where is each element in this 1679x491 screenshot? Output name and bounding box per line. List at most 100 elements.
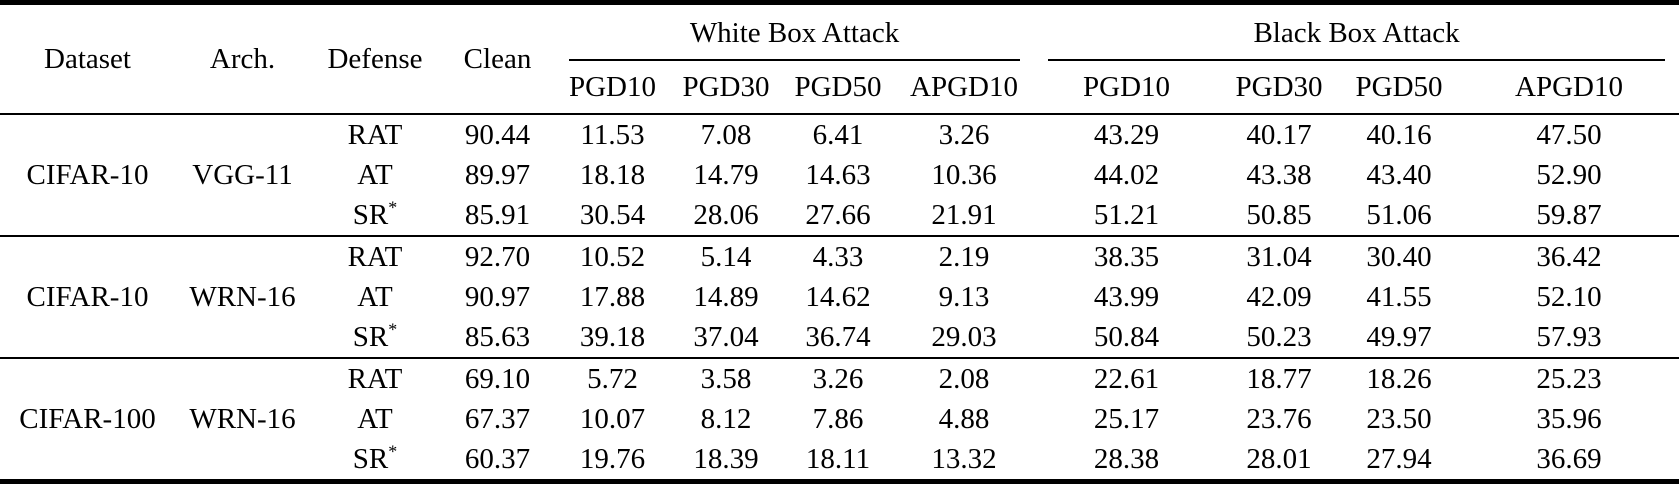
cell-clean: 69.10 — [464, 362, 531, 395]
cell-wb-pgd30: 8.12 — [700, 402, 752, 435]
defense-name: AT — [357, 158, 393, 191]
cell-wb-apgd10: 13.32 — [931, 442, 997, 475]
header-black-box-attack: Black Box Attack — [1034, 3, 1679, 61]
table-row: SR* 60.37 19.76 18.39 18.11 13.32 28.38 … — [0, 439, 1679, 482]
defense-superscript: * — [388, 440, 398, 461]
cell-wb-apgd10: 21.91 — [931, 198, 997, 231]
cell-wb-pgd50: 6.41 — [812, 118, 864, 151]
cell-wb-pgd30: 5.14 — [700, 240, 752, 273]
cell-wb-apgd10: 4.88 — [938, 402, 990, 435]
subheader-wb-pgd50: PGD50 — [794, 70, 882, 103]
table-row: AT 90.97 17.88 14.89 14.62 9.13 43.99 42… — [0, 277, 1679, 317]
table-row: CIFAR-100 WRN-16 RAT 69.10 5.72 3.58 3.2… — [0, 358, 1679, 435]
cell-wb-pgd30: 7.08 — [700, 118, 752, 151]
subheader-bb-apgd10: APGD10 — [1515, 70, 1624, 103]
cell-wb-pgd10: 30.54 — [579, 198, 646, 231]
cell-bb-pgd30: 43.38 — [1246, 158, 1312, 191]
cell-bb-pgd10: 43.99 — [1093, 280, 1160, 313]
cell-defense: SR* — [310, 439, 440, 482]
subheader-bb-pgd30: PGD30 — [1235, 70, 1323, 103]
cell-clean: 89.97 — [464, 158, 531, 191]
subheader-wb-pgd10: PGD10 — [568, 70, 656, 103]
group-cifar10-vgg11: CIFAR-10 VGG-11 RAT 90.44 11.53 7.08 6.4… — [0, 114, 1679, 236]
cell-wb-pgd30: 28.06 — [693, 198, 759, 231]
cell-wb-pgd50: 14.63 — [805, 158, 871, 191]
subheader-wb-apgd10: APGD10 — [910, 70, 1018, 103]
table-row: CIFAR-10 VGG-11 RAT 90.44 11.53 7.08 6.4… — [0, 114, 1679, 191]
cell-bb-apgd10: 47.50 — [1536, 118, 1602, 151]
cell-defense: RAT — [310, 358, 440, 399]
cell-wb-pgd30: 14.79 — [693, 158, 759, 191]
cell-bb-pgd50: 23.50 — [1366, 402, 1432, 435]
cell-bb-pgd10: 51.21 — [1093, 198, 1160, 231]
cell-bb-pgd50: 49.97 — [1366, 320, 1432, 353]
cell-arch: WRN-16 — [189, 402, 296, 435]
cell-clean: 85.63 — [464, 320, 531, 353]
cell-bb-apgd10: 36.69 — [1536, 442, 1602, 475]
cell-bb-apgd10: 25.23 — [1536, 362, 1602, 395]
header-row-groups: Dataset Arch. Defense Clean White Box At… — [0, 3, 1679, 75]
defense-name: AT — [357, 402, 393, 435]
defense-name: RAT — [347, 362, 403, 395]
cell-wb-pgd30: 3.58 — [700, 362, 752, 395]
cell-wb-pgd30: 37.04 — [693, 320, 759, 353]
cell-clean: 60.37 — [464, 442, 531, 475]
white-box-attack-label: White Box Attack — [569, 15, 1021, 61]
cell-wb-pgd10: 18.18 — [579, 158, 646, 191]
defense-superscript: * — [388, 196, 398, 217]
cell-bb-pgd10: 43.29 — [1093, 118, 1160, 151]
cell-wb-pgd10: 39.18 — [579, 320, 646, 353]
cell-bb-pgd50: 43.40 — [1366, 158, 1432, 191]
cell-bb-pgd30: 23.76 — [1246, 402, 1312, 435]
subheader-wb-pgd30: PGD30 — [682, 70, 770, 103]
defense-name: SR — [352, 198, 389, 231]
cell-bb-pgd30: 28.01 — [1246, 442, 1312, 475]
cell-wb-pgd10: 11.53 — [580, 118, 645, 151]
cell-clean: 90.97 — [464, 280, 531, 313]
table-row: AT 67.37 10.07 8.12 7.86 4.88 25.17 23.7… — [0, 399, 1679, 439]
cell-bb-apgd10: 57.93 — [1536, 320, 1602, 353]
cell-wb-pgd10: 19.76 — [579, 442, 646, 475]
cell-bb-pgd50: 27.94 — [1366, 442, 1432, 475]
cell-wb-pgd10: 5.72 — [587, 362, 638, 395]
cell-bb-pgd10: 28.38 — [1093, 442, 1160, 475]
subheader-bb-pgd50: PGD50 — [1355, 70, 1443, 103]
cell-wb-pgd50: 14.62 — [805, 280, 871, 313]
table-row: SR* 85.91 30.54 28.06 27.66 21.91 51.21 … — [0, 195, 1679, 236]
table-row: CIFAR-10 WRN-16 RAT 92.70 10.52 5.14 4.3… — [0, 236, 1679, 313]
cell-wb-pgd50: 27.66 — [805, 198, 871, 231]
cell-bb-pgd10: 50.84 — [1093, 320, 1160, 353]
subheader-bb-pgd10: PGD10 — [1083, 70, 1171, 103]
cell-bb-pgd10: 44.02 — [1093, 158, 1160, 191]
defense-name: RAT — [347, 240, 403, 273]
cell-wb-pgd50: 4.33 — [812, 240, 864, 273]
cell-defense: RAT — [310, 114, 440, 155]
defense-name: RAT — [347, 118, 403, 151]
cell-wb-pgd30: 14.89 — [693, 280, 759, 313]
cell-bb-apgd10: 59.87 — [1536, 198, 1602, 231]
cell-bb-pgd10: 22.61 — [1093, 362, 1160, 395]
cell-bb-pgd50: 41.55 — [1366, 280, 1432, 313]
cell-bb-pgd30: 40.17 — [1246, 118, 1312, 151]
defense-name: SR — [352, 320, 389, 353]
defense-name: AT — [357, 280, 393, 313]
cell-bb-pgd30: 18.77 — [1246, 362, 1312, 395]
cell-defense: SR* — [310, 317, 440, 358]
cell-wb-apgd10: 2.08 — [938, 362, 990, 395]
cell-dataset: CIFAR-10 — [26, 280, 149, 313]
cell-clean: 67.37 — [464, 402, 531, 435]
cell-wb-apgd10: 2.19 — [938, 240, 990, 273]
header-defense: Defense — [327, 42, 423, 75]
header-clean: Clean — [463, 42, 532, 75]
cell-clean: 92.70 — [464, 240, 531, 273]
table-row: AT 89.97 18.18 14.79 14.63 10.36 44.02 4… — [0, 155, 1679, 195]
header-dataset: Dataset — [44, 42, 131, 75]
cell-bb-pgd30: 50.23 — [1246, 320, 1312, 353]
cell-bb-pgd10: 38.35 — [1093, 240, 1160, 273]
cell-wb-pgd30: 18.39 — [693, 442, 759, 475]
cell-wb-pgd50: 3.26 — [812, 362, 864, 395]
cell-defense: AT — [310, 399, 440, 439]
cell-clean: 90.44 — [464, 118, 531, 151]
